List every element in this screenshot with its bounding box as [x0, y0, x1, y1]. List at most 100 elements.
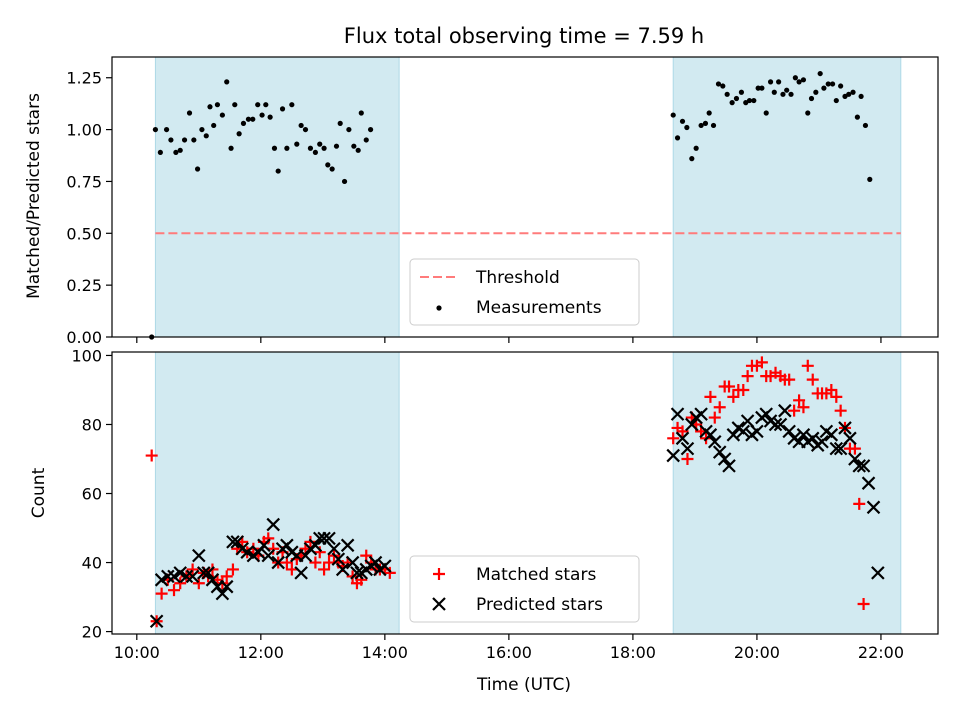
- x-axis-label: Time (UTC): [476, 675, 571, 695]
- measurement-point: [792, 75, 798, 81]
- measurement-point: [321, 145, 327, 151]
- measurement-point: [833, 97, 839, 104]
- measurement-point: [317, 141, 323, 147]
- measurement-point: [850, 89, 856, 95]
- predicted-star-point: [271, 555, 285, 570]
- measurement-point: [706, 110, 712, 116]
- predicted-star-point: [848, 452, 862, 466]
- predicted-star-point: [796, 428, 811, 442]
- measurement-point: [199, 126, 205, 133]
- measurement-point: [203, 133, 209, 139]
- matched-star-point: [853, 497, 866, 510]
- measurement-point: [312, 149, 318, 156]
- measurement-point: [751, 97, 757, 104]
- predicted-star-point: [345, 555, 360, 570]
- measurement-point: [219, 112, 225, 118]
- measurement-point: [817, 70, 823, 77]
- matched-star-point: [676, 425, 689, 438]
- legend-label: Predicted stars: [476, 595, 603, 615]
- measurement-point: [838, 83, 844, 89]
- matched-star-point: [309, 556, 322, 569]
- predicted-star-point: [322, 531, 336, 546]
- measurement-point: [163, 126, 170, 133]
- measurement-point: [224, 79, 230, 85]
- measurement-point: [698, 122, 704, 129]
- matched-star-point: [806, 373, 819, 386]
- bottom-y-axis-label: Count: [29, 467, 49, 518]
- measurement-point: [867, 176, 873, 182]
- predicted-star-point: [768, 417, 783, 432]
- predicted-star-point: [197, 566, 211, 580]
- measurement-point: [684, 124, 690, 131]
- matched-star-point: [723, 380, 736, 393]
- x-tick-label: 16:00: [486, 643, 532, 662]
- measurement-point: [355, 147, 361, 153]
- measurement-point: [325, 162, 331, 168]
- legend: Threshold Measurements: [409, 258, 640, 326]
- predicted-star-point: [261, 548, 276, 563]
- predicted-star-point: [694, 407, 708, 421]
- measurement-point: [746, 97, 753, 104]
- measurement-point: [168, 137, 174, 143]
- legend-box: [409, 258, 640, 326]
- predicted-star-point: [726, 428, 741, 442]
- matched-star-point: [681, 453, 694, 466]
- legend-measurement-swatch: [436, 305, 442, 311]
- measurement-point: [236, 131, 242, 137]
- matched-star-point: [226, 563, 239, 576]
- legend-box: [409, 555, 640, 623]
- measurement-point: [307, 145, 314, 151]
- predicted-star-point: [266, 517, 281, 532]
- measurement-point: [346, 126, 352, 133]
- predicted-star-point: [861, 476, 876, 490]
- predicted-star-point: [192, 548, 206, 563]
- top-y-axis-label: Matched/Predicted stars: [24, 93, 44, 299]
- measurement-point: [784, 87, 790, 93]
- predicted-star-point: [666, 448, 680, 463]
- predicted-star-point: [717, 452, 732, 466]
- legend-label: Measurements: [476, 298, 602, 318]
- matched-star-point: [708, 411, 721, 424]
- predicted-star-point: [350, 566, 364, 580]
- predicted-star-point: [670, 407, 685, 421]
- measurement-point: [729, 100, 735, 106]
- y-tick-label: 0.00: [66, 328, 102, 347]
- matched-star-point: [793, 394, 806, 407]
- matched-star-point: [834, 404, 847, 417]
- predicted-star-point: [843, 431, 857, 446]
- y-tick-label: 80: [82, 415, 102, 434]
- measurement-point: [763, 110, 769, 116]
- matched-star-point: [267, 542, 280, 555]
- measurement-point: [693, 145, 699, 151]
- matched-star-point: [186, 563, 199, 576]
- matched-star-point: [737, 383, 750, 396]
- axes-frame: [111, 56, 939, 338]
- predicted-star-point: [736, 424, 751, 439]
- matched-star-point: [220, 570, 233, 583]
- measurement-point: [854, 114, 860, 120]
- measurement-point: [211, 122, 217, 129]
- measurement-point: [255, 102, 261, 108]
- measurement-point: [181, 137, 188, 143]
- predicted-star-point: [815, 434, 829, 449]
- predicted-star-point: [240, 545, 254, 559]
- predicted-star-point: [317, 531, 331, 546]
- matched-star-point: [830, 390, 843, 403]
- matched-star-point: [667, 432, 680, 445]
- measurement-point: [670, 112, 676, 118]
- predicted-star-point: [722, 459, 736, 473]
- legend-predicted-swatch: [432, 597, 446, 611]
- y-tick-label: 100: [71, 346, 102, 365]
- measurement-point: [329, 166, 335, 172]
- predicted-star-point: [257, 538, 271, 553]
- measurement-point: [294, 141, 300, 147]
- measurement-point: [152, 126, 159, 133]
- measurement-point: [333, 143, 340, 149]
- matched-star-point: [285, 563, 298, 576]
- measurement-point: [771, 89, 777, 95]
- legend-matched-swatch: [433, 568, 445, 580]
- observing-window: [672, 56, 902, 338]
- y-tick-label: 20: [82, 623, 102, 642]
- predicted-star-point: [778, 403, 792, 418]
- predicted-star-point: [852, 459, 867, 473]
